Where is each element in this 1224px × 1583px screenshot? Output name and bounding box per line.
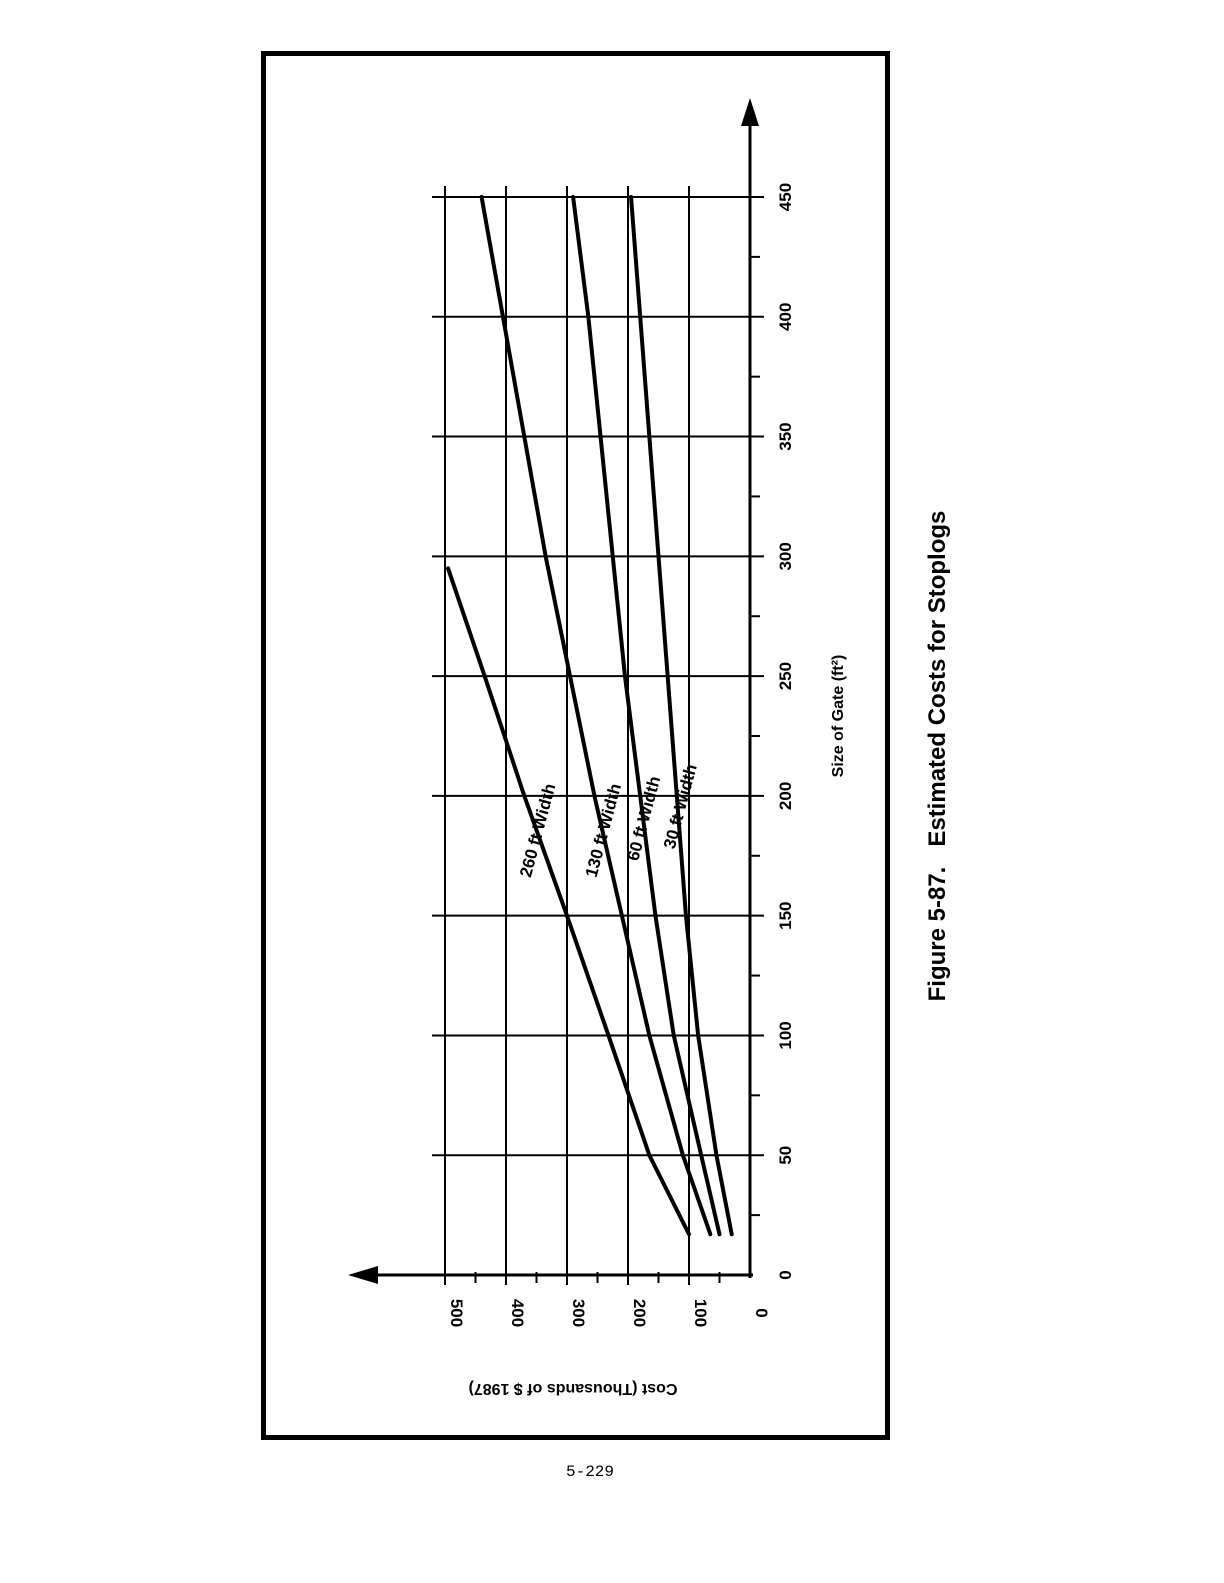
y-axis-arrow — [348, 1266, 378, 1284]
series-line-3 — [629, 195, 734, 1237]
x-tick-label: 400 — [776, 303, 795, 331]
y-tick-label: 300 — [569, 1299, 588, 1327]
x-tick-label: 50 — [776, 1146, 795, 1165]
x-tick-label: 100 — [776, 1021, 795, 1049]
figure-caption: Figure 5-87. Estimated Costs for Stoplog… — [924, 511, 951, 1002]
series-label-3: 30 ft Width — [660, 762, 701, 851]
x-tick-label: 350 — [776, 422, 795, 450]
x-tick-label: 200 — [776, 782, 795, 810]
series-lines — [446, 195, 734, 1237]
x-tick-label: 0 — [776, 1270, 795, 1279]
page-number: 5-229 — [566, 1463, 615, 1481]
x-axis-arrow — [741, 98, 759, 126]
y-tick-label: 400 — [508, 1299, 527, 1327]
y-axis-title: Cost (Thousands of $ 1987) — [469, 1380, 678, 1397]
series-line-2 — [571, 195, 722, 1237]
series-line-0 — [446, 566, 691, 1237]
y-tick-label: 200 — [630, 1299, 649, 1327]
y-tick-label: 100 — [691, 1299, 710, 1327]
x-tick-label: 300 — [776, 542, 795, 570]
x-tick-label: 250 — [776, 662, 795, 690]
axes — [348, 98, 760, 1284]
grid — [432, 186, 764, 1285]
series-label-2: 60 ft Width — [624, 774, 665, 863]
x-tick-label: 150 — [776, 901, 795, 929]
x-tick-label: 450 — [776, 183, 795, 211]
y-tick-label: 0 — [752, 1308, 771, 1317]
series-line-1 — [479, 195, 713, 1237]
x-axis-title: Size of Gate (ft²) — [830, 655, 847, 778]
figure-frame — [261, 51, 890, 1440]
y-tick-label: 500 — [447, 1299, 466, 1327]
